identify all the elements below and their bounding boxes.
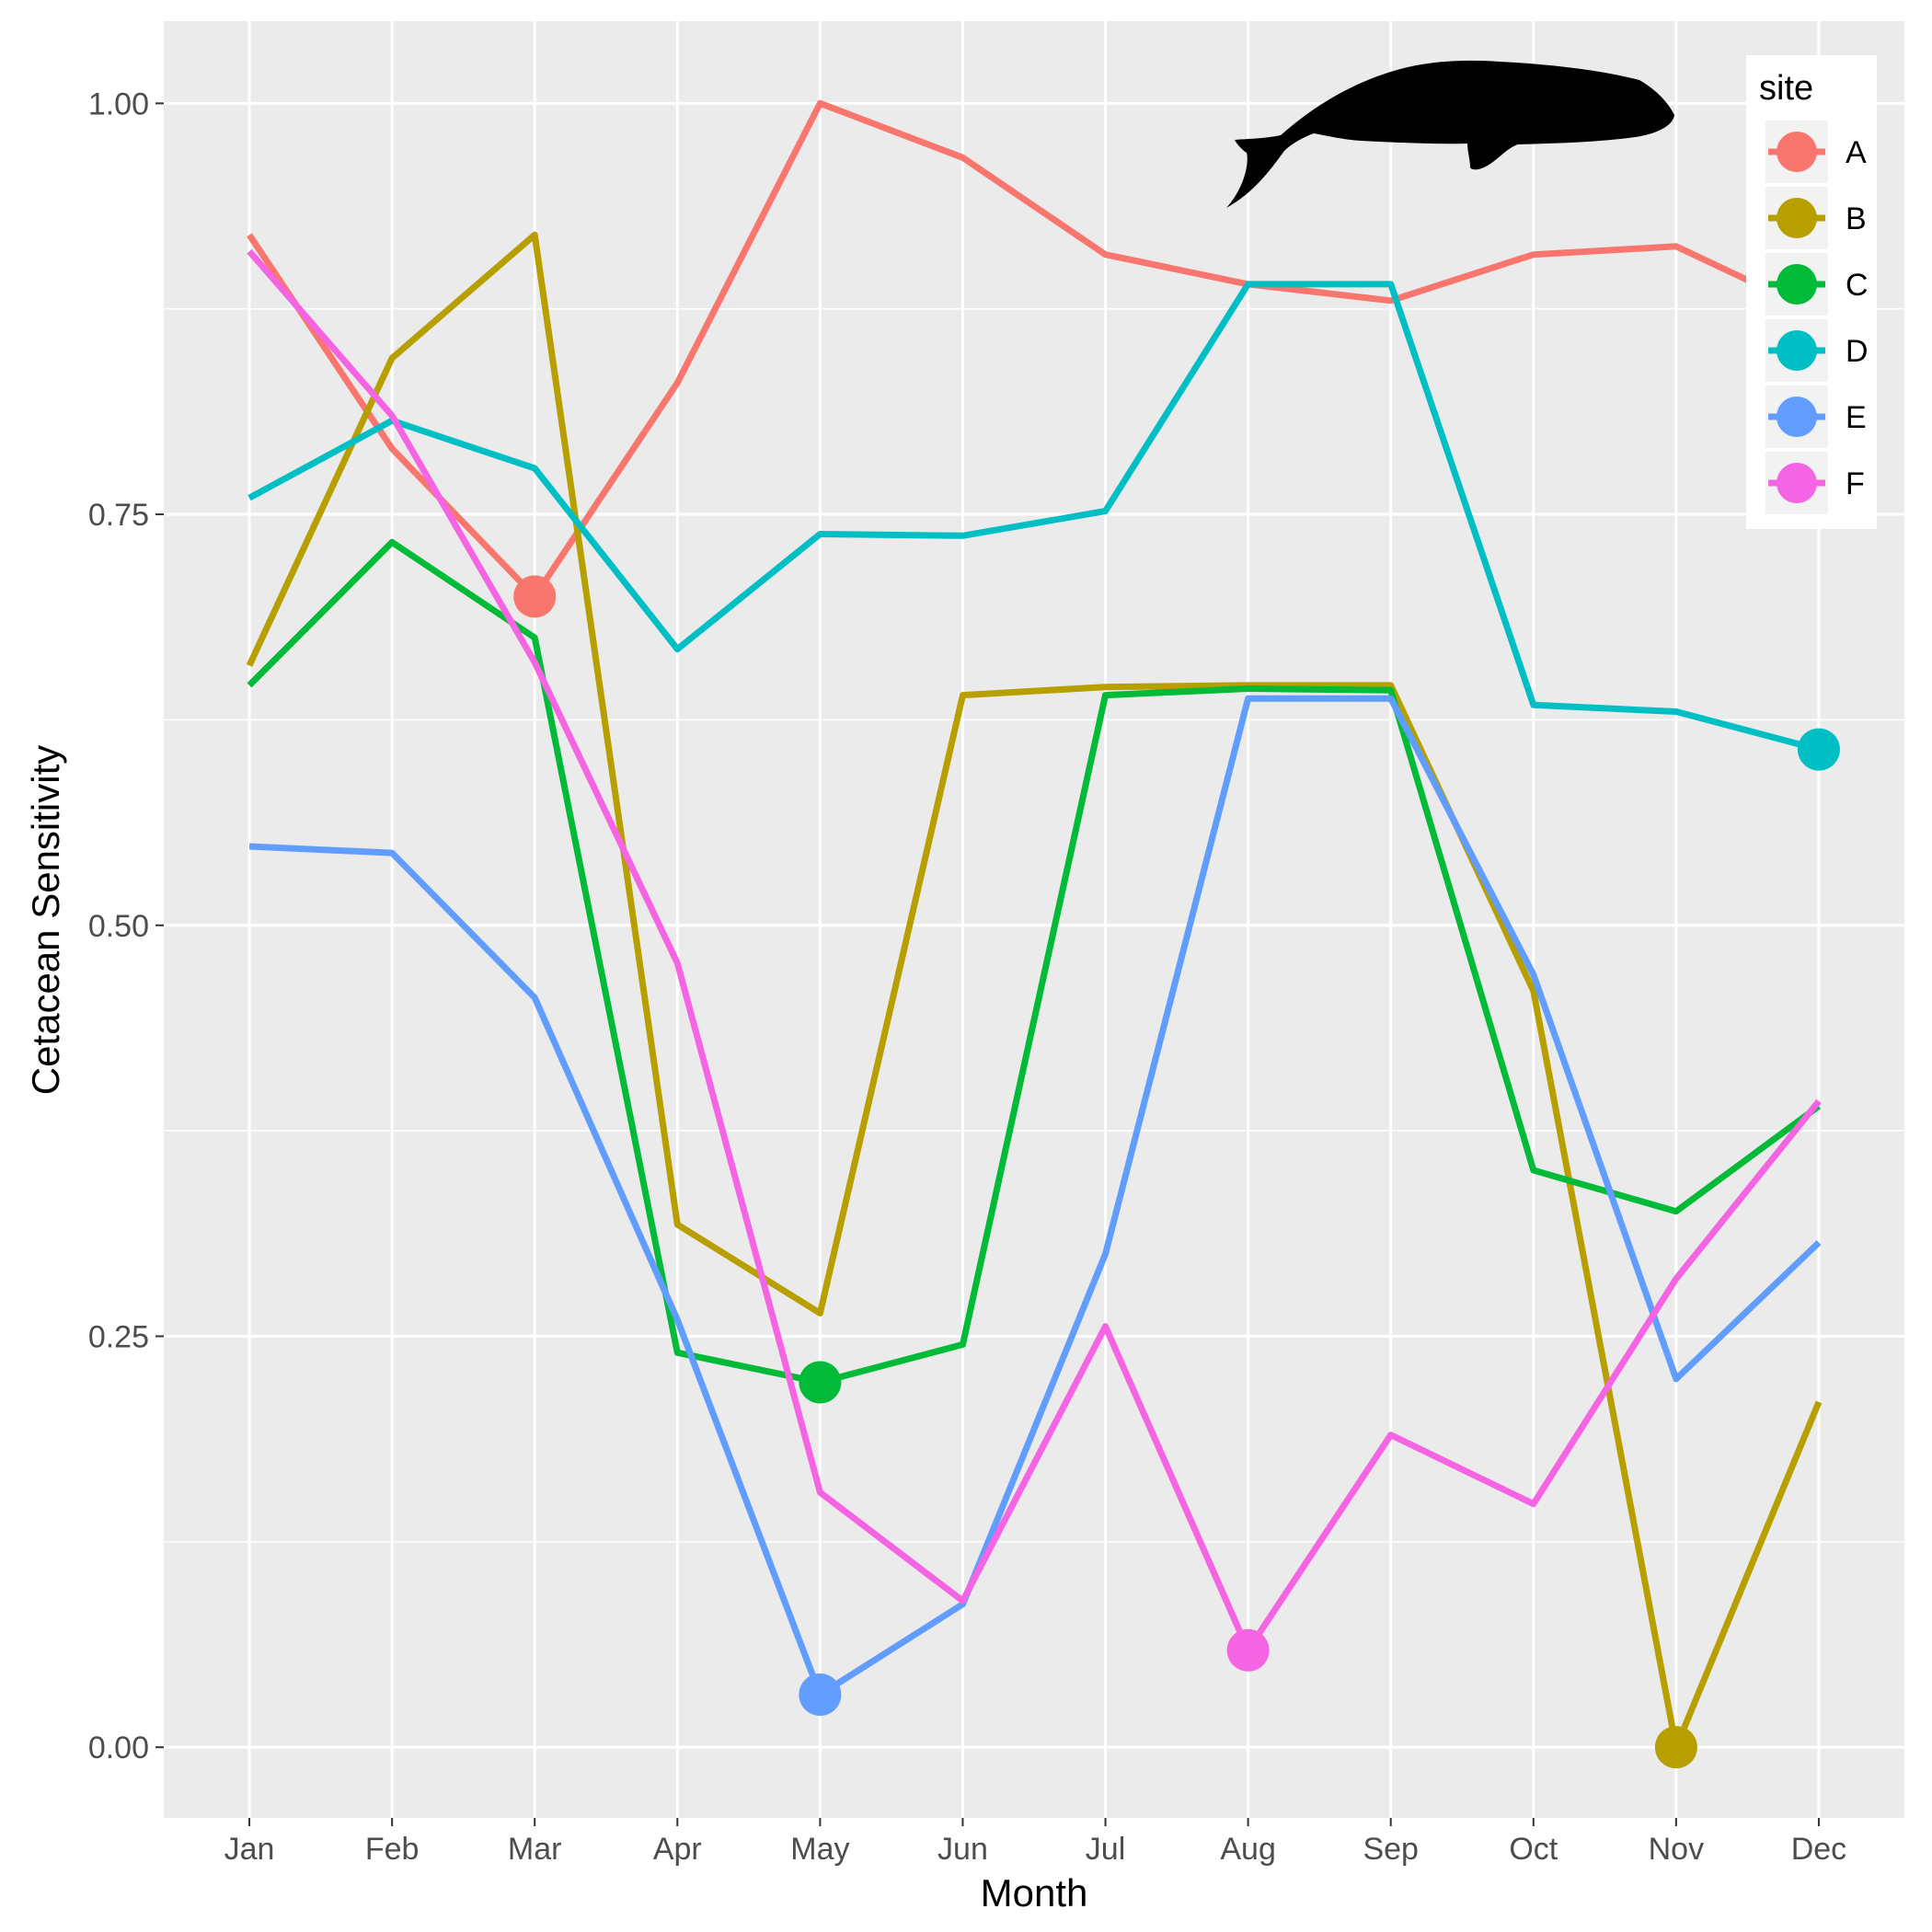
series-line-F — [247, 248, 1822, 1654]
x-tick-label: May — [790, 1832, 849, 1867]
legend-item-E: E — [1765, 385, 1867, 448]
series-lines — [246, 99, 1823, 1751]
highlight-points — [513, 575, 1840, 1769]
x-tick-label: Aug — [1220, 1832, 1276, 1867]
legend-item-A: A — [1765, 121, 1867, 183]
highlight-point-F — [1226, 1628, 1270, 1672]
x-tick-label: Dec — [1791, 1832, 1846, 1867]
legend-key-dot — [1777, 463, 1817, 503]
plot-panel — [164, 21, 1904, 1818]
y-tick-label: 0.00 — [88, 1731, 149, 1765]
legend-label: B — [1846, 201, 1867, 236]
highlight-point-D — [1797, 728, 1840, 771]
series-line-A — [247, 99, 1821, 600]
whale-silhouette-icon — [1226, 60, 1674, 208]
legend-label: C — [1846, 268, 1869, 303]
legend-key-dot — [1777, 397, 1817, 437]
series-line-D — [247, 281, 1820, 753]
y-tick-label: 0.25 — [88, 1319, 149, 1354]
legend-item-D: D — [1765, 319, 1869, 382]
x-tick-label: Nov — [1649, 1832, 1704, 1867]
y-axis-title: Cetacean Sensitivity — [24, 745, 67, 1096]
series-line-B — [246, 231, 1823, 1751]
x-tick-label: Jul — [1086, 1832, 1125, 1867]
series-line-E — [248, 695, 1822, 1698]
legend-label: F — [1846, 466, 1865, 501]
legend-key-dot — [1777, 198, 1817, 238]
y-tick-label: 0.75 — [88, 498, 149, 533]
legend-key-dot — [1777, 330, 1817, 371]
legend-item-B: B — [1765, 187, 1867, 249]
y-axis-ticks: 0.00 0.25 0.50 0.75 1.00 — [88, 86, 164, 1765]
legend-title: site — [1759, 69, 1813, 108]
legend-item-F: F — [1765, 452, 1865, 514]
legend-label: D — [1846, 334, 1869, 369]
legend-key-dot — [1777, 264, 1817, 305]
highlight-point-A — [513, 575, 557, 618]
highlight-point-B — [1654, 1726, 1697, 1769]
x-tick-label: Feb — [365, 1832, 420, 1867]
x-tick-label: Apr — [653, 1832, 702, 1867]
x-axis-ticks: Jan Feb Mar Apr May Jun Jul Aug Sep Oct Nov Dec — [224, 1818, 1846, 1867]
x-tick-label: Sep — [1363, 1832, 1419, 1867]
legend-label: A — [1846, 135, 1867, 170]
x-tick-label: Mar — [508, 1832, 562, 1867]
x-tick-label: Jun — [937, 1832, 988, 1867]
highlight-point-C — [799, 1361, 842, 1404]
x-tick-label: Oct — [1509, 1832, 1558, 1867]
legend-key-dot — [1777, 132, 1817, 172]
legend-item-C: C — [1765, 253, 1869, 316]
y-tick-label: 0.50 — [88, 909, 149, 944]
legend-label: E — [1846, 400, 1867, 435]
highlight-point-E — [799, 1673, 842, 1716]
x-tick-label: Jan — [224, 1832, 275, 1867]
y-tick-label: 1.00 — [88, 86, 149, 121]
x-axis-title: Month — [981, 1871, 1088, 1915]
